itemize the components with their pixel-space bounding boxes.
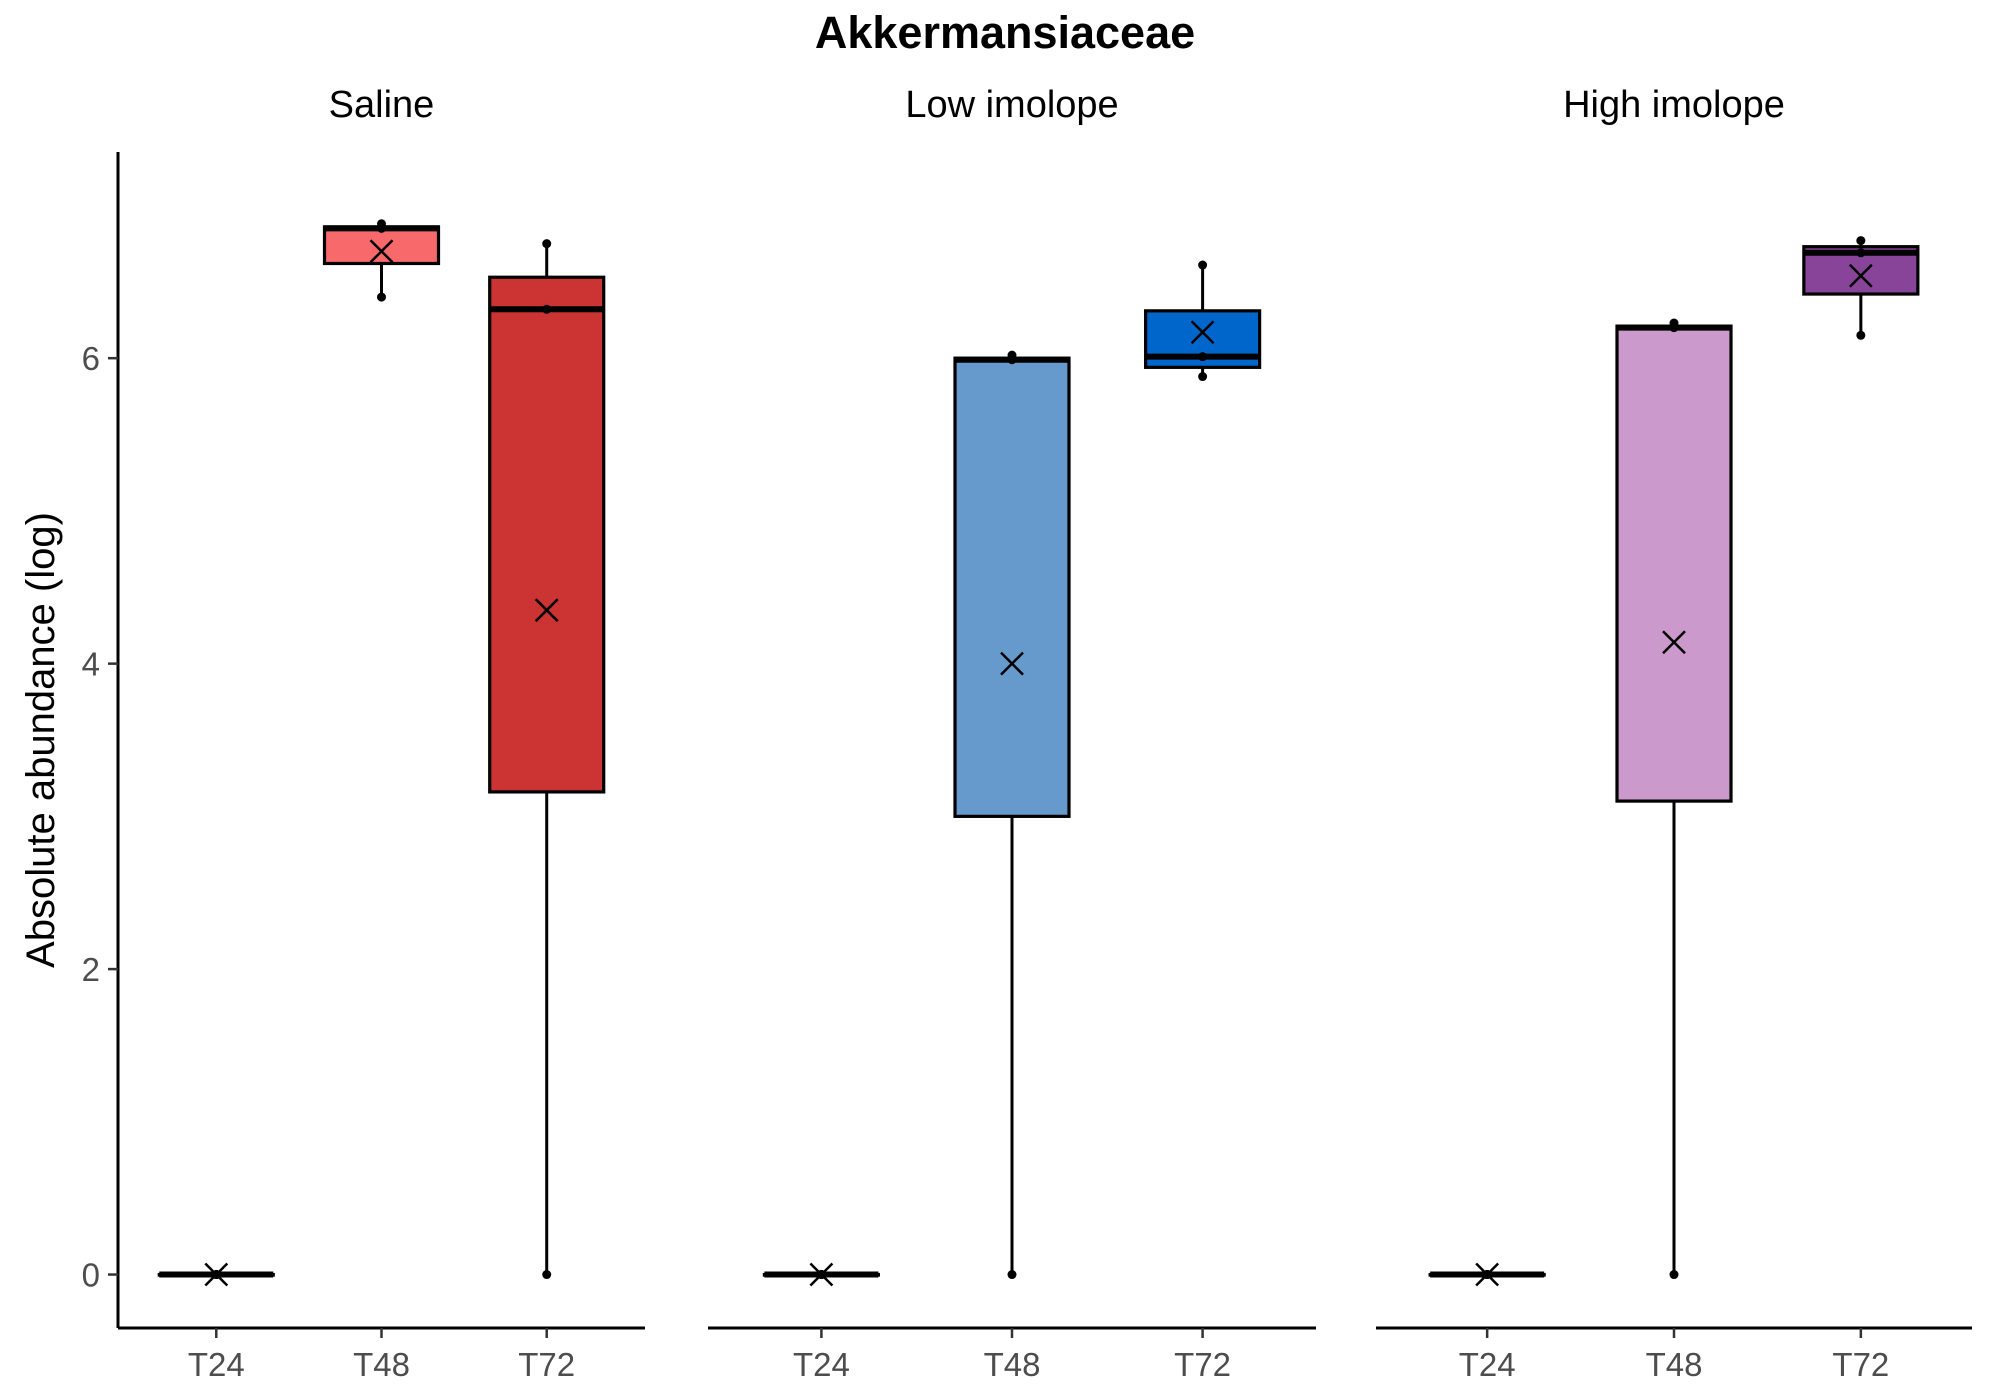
data-point: [542, 239, 552, 249]
mean-marker-stroke: [1848, 263, 1873, 288]
x-tick-label: T24: [793, 1346, 850, 1383]
data-point: [1856, 330, 1866, 340]
data-point: [1198, 372, 1208, 382]
box-low-imolope-t72: [1144, 260, 1262, 382]
box-high-imolope-t48: [1615, 318, 1733, 1280]
mean-marker: [1000, 651, 1024, 676]
mean-marker-stroke: [204, 1262, 229, 1287]
box-low-imolope-t24: [762, 1262, 880, 1287]
mean-marker: [1848, 263, 1873, 288]
box-body: [488, 275, 606, 794]
mean-marker: [369, 239, 394, 264]
x-tick-label: T24: [1459, 1346, 1516, 1383]
box-body: [953, 356, 1071, 818]
box-saline-t72: [488, 239, 606, 1280]
y-tick-label: 2: [82, 951, 100, 988]
box-low-imolope-t48: [953, 350, 1071, 1280]
x-tick-label: T72: [518, 1346, 575, 1383]
y-tick-label: 6: [82, 340, 100, 377]
mean-marker: [809, 1262, 834, 1287]
box-saline-t24: [157, 1262, 275, 1287]
data-point: [1007, 350, 1017, 360]
mean-marker-stroke: [1000, 651, 1024, 676]
panel-strip-label: High imolope: [1563, 84, 1785, 126]
data-point: [542, 304, 552, 314]
box-high-imolope-t24: [1428, 1262, 1546, 1287]
x-tick-label: T48: [1646, 1346, 1703, 1383]
x-tick-label: T48: [353, 1346, 410, 1383]
data-point: [1669, 1270, 1679, 1280]
panel-strip-label: Saline: [329, 84, 435, 126]
x-tick-label: T48: [984, 1346, 1041, 1383]
data-point: [377, 292, 386, 302]
data-point: [1198, 260, 1208, 270]
chart-title: Akkermansiaceae: [815, 7, 1195, 58]
data-point: [1856, 236, 1866, 246]
box-body: [1615, 324, 1733, 803]
mean-marker-stroke: [1475, 1262, 1500, 1287]
panel-high-imolope: High imolope T24 T48 T72: [1376, 84, 1972, 1383]
mean-marker-stroke: [1190, 320, 1215, 345]
panel-low-imolope: Low imolope T24 T48 T72: [708, 84, 1316, 1383]
mean-marker-stroke: [369, 239, 394, 264]
mean-marker: [204, 1262, 229, 1287]
panel-saline: Saline T24 T48 T72: [118, 84, 645, 1383]
y-tick-label: 4: [82, 646, 100, 683]
mean-marker-stroke: [809, 1262, 834, 1287]
data-point: [1669, 318, 1679, 328]
x-tick-label: T72: [1174, 1346, 1231, 1383]
mean-marker: [1190, 320, 1215, 345]
x-tick-label: T24: [188, 1346, 245, 1383]
mean-marker-stroke: [534, 598, 559, 623]
y-tick-label: 0: [82, 1257, 100, 1294]
data-point: [377, 219, 386, 229]
mean-marker: [534, 598, 559, 623]
data-point: [1198, 352, 1208, 362]
mean-marker: [1662, 630, 1686, 655]
data-point: [1856, 248, 1866, 258]
panel-strip-label: Low imolope: [905, 84, 1118, 126]
box-high-imolope-t72: [1802, 236, 1920, 340]
mean-marker: [1475, 1262, 1500, 1287]
mean-marker-stroke: [1662, 630, 1686, 655]
data-point: [1007, 1270, 1017, 1280]
y-axis-label: Absolute abundance (log): [19, 512, 63, 968]
x-tick-label: T72: [1832, 1346, 1889, 1383]
box-saline-t48: [322, 219, 441, 302]
data-point: [542, 1270, 552, 1280]
